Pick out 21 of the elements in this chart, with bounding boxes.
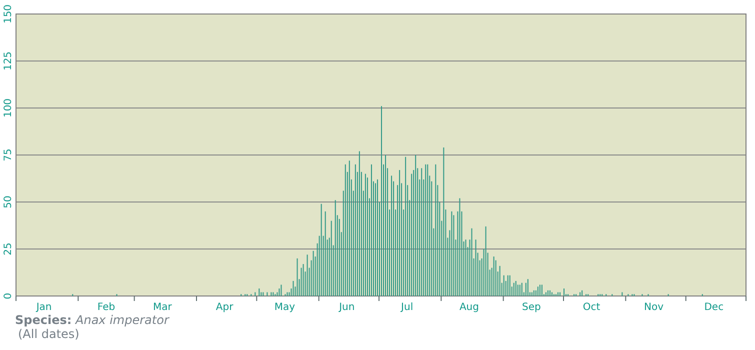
y-tick-label: 75 (3, 148, 14, 162)
x-tick-label: Aug (459, 302, 480, 313)
x-tick-label: Jan (35, 302, 52, 313)
y-tick-label: 100 (3, 98, 14, 118)
x-tick-label: Oct (582, 302, 600, 313)
y-tick-label: 125 (3, 51, 14, 71)
x-tick-label: Nov (644, 302, 664, 313)
x-tick-label: May (274, 302, 296, 313)
x-tick-label: Sep (522, 302, 541, 313)
x-tick-label: Jun (338, 302, 355, 313)
x-tick-label: Dec (704, 302, 724, 313)
x-tick-label: Apr (216, 302, 234, 313)
y-tick-label: 50 (3, 196, 14, 208)
y-tick-label: 25 (3, 242, 14, 256)
x-tick-label: Jul (400, 302, 414, 313)
x-tick-label: Mar (152, 302, 173, 313)
text: (All dates) (18, 327, 80, 341)
y-tick-label: 150 (3, 4, 14, 24)
text: Species: Anax imperator (15, 313, 170, 327)
x-tick-label: Feb (97, 302, 116, 313)
y-tick-label: 0 (3, 292, 14, 300)
